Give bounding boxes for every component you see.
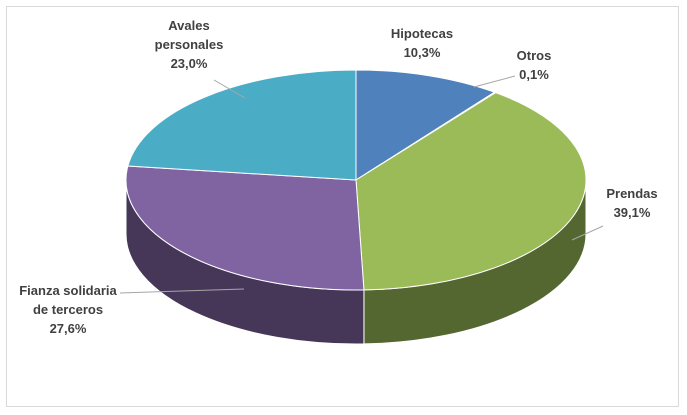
- data-labels: Hipotecas 10,3% Otros 0,1% Prendas 39,1% Fianz…: [19, 18, 657, 336]
- data-label-1: Otros 0,1%: [517, 48, 552, 82]
- chart-frame: [6, 6, 679, 407]
- data-label-2: Prendas 39,1%: [606, 186, 657, 220]
- leader-line-3: [119, 288, 245, 294]
- data-label-value: 39,1%: [614, 205, 651, 220]
- data-label-value: 23,0%: [171, 56, 208, 71]
- data-label-value: 0,1%: [519, 67, 549, 82]
- pie-slice-4: [127, 69, 357, 181]
- pie-slices: [125, 69, 587, 291]
- pie-slice-0: [355, 69, 496, 181]
- leader-lines: [119, 75, 604, 294]
- data-label-value: 10,3%: [404, 45, 441, 60]
- data-label-name: Hipotecas: [391, 26, 453, 41]
- leader-line-2: [571, 225, 604, 241]
- data-label-name: Otros: [517, 48, 552, 63]
- leader-line-1: [473, 75, 516, 88]
- data-label-name: Fianza solidaria: [19, 283, 117, 298]
- pie-slice-2: [355, 92, 587, 291]
- data-label-name: de terceros: [33, 302, 103, 317]
- data-label-value: 27,6%: [50, 321, 87, 336]
- data-label-name: personales: [155, 37, 224, 52]
- data-label-3: Fianza solidaria de terceros 27,6%: [19, 283, 117, 336]
- data-label-name: Prendas: [606, 186, 657, 201]
- leader-line-4: [213, 79, 246, 99]
- data-label-0: Hipotecas 10,3%: [391, 26, 453, 60]
- pie-slice-3: [125, 165, 365, 291]
- data-label-4: Avales personales 23,0%: [155, 18, 224, 71]
- data-label-name: Avales: [168, 18, 209, 33]
